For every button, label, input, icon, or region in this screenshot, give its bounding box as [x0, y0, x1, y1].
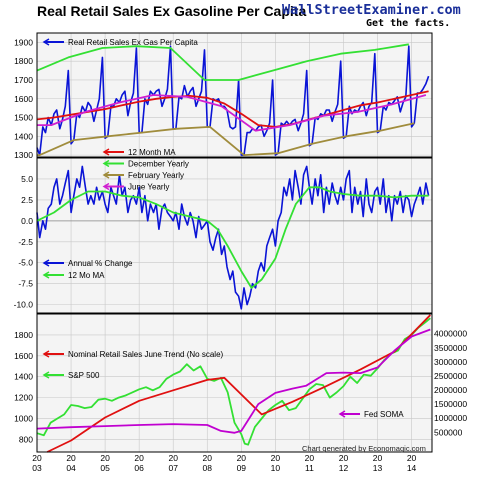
x-tick-label-bottom: 12: [339, 463, 349, 473]
legend-top-1-arrow: [102, 159, 110, 168]
y-tick-label: 1400: [14, 372, 33, 382]
y2-tick-label: 1000000: [434, 413, 467, 423]
y-tick-label: 1700: [14, 75, 33, 85]
x-tick-label-bottom: 06: [134, 463, 144, 473]
y-tick-label: 1600: [14, 351, 33, 361]
legend-annual-change: Annual % Change: [68, 259, 133, 268]
y2-tick-label: 4000000: [434, 329, 467, 339]
y-tick-label: 1000: [14, 414, 33, 424]
x-tick-label-bottom: 08: [203, 463, 213, 473]
legend-top-0-arrow: [102, 148, 110, 156]
y-tick-label: 1800: [14, 56, 33, 66]
legend-real-retail-arrow: [42, 38, 50, 46]
x-tick-label-top: 20: [373, 453, 383, 463]
x-tick-label-top: 20: [271, 453, 281, 463]
series-line-s-p-500: [36, 317, 431, 446]
y-tick-label: -7.5: [18, 279, 33, 289]
y-tick-label: 1500: [14, 113, 33, 123]
series-line-12-mo-ma: [36, 186, 429, 289]
x-tick-label-bottom: 13: [373, 463, 383, 473]
series-line-june-yearly: [37, 94, 427, 132]
y2-tick-label: 2000000: [434, 385, 467, 395]
legend-fed-soma-arrow: [338, 410, 346, 418]
x-tick-label-bottom: 10: [271, 463, 281, 473]
y-tick-label: -10.0: [14, 300, 34, 310]
legend-sp500: S&P 500: [68, 371, 100, 380]
legend-top-0: 12 Month MA: [128, 148, 176, 157]
legend-top-2-arrow: [102, 171, 110, 179]
y2-tick-label: 2500000: [434, 371, 467, 381]
y-tick-label: 1400: [14, 131, 33, 141]
series-line-nominal-retail-sales-june-trend-no-scale-: [46, 314, 431, 453]
y-tick-label: 0.0: [21, 216, 33, 226]
series-line-fed-soma: [36, 328, 431, 434]
plot-frame-bottom: [36, 313, 433, 453]
plot-frame-top: [36, 32, 433, 158]
site-tagline: Get the facts.: [366, 18, 450, 29]
y2-tick-label: 1500000: [434, 399, 467, 409]
x-tick-label-top: 20: [407, 453, 417, 463]
x-tick-label-top: 20: [100, 453, 110, 463]
y-tick-label: -5.0: [18, 258, 33, 268]
y-tick-label: 2.5: [21, 195, 33, 205]
x-tick-label-top: 20: [168, 453, 178, 463]
y-tick-label: 5.0: [21, 174, 33, 184]
x-tick-label-bottom: 09: [237, 463, 247, 473]
y2-tick-label: 500000: [434, 427, 463, 437]
legend-nominal-trend: Nominal Retail Sales June Trend (No scal…: [68, 350, 224, 359]
x-tick-label-top: 20: [237, 453, 247, 463]
x-tick-label-bottom: 04: [66, 463, 76, 473]
y-tick-label: 1900: [14, 37, 33, 47]
y-tick-label: 1600: [14, 94, 33, 104]
y-tick-label: 1200: [14, 393, 33, 403]
series-line-12-month-ma: [36, 90, 429, 128]
legend-annual-change-arrow: [42, 259, 50, 267]
x-tick-label-bottom: 03: [32, 463, 42, 473]
y-tick-label: -2.5: [18, 237, 33, 247]
y-tick-label: 800: [19, 434, 33, 444]
legend-top-3: June Yearly: [128, 183, 169, 192]
legend-top-1: December Yearly: [128, 160, 189, 169]
legend-12mo-ma: 12 Mo MA: [68, 271, 105, 280]
legend-real-retail: Real Retail Sales Ex Gas Per Capita: [68, 38, 198, 47]
y-tick-label: 1300: [14, 150, 33, 160]
legend-top-2: February Yearly: [128, 171, 184, 180]
legend-top-3-arrow: [102, 182, 110, 191]
x-tick-label-bottom: 14: [407, 463, 417, 473]
chart-credit: Chart generated by Economagic.com: [302, 444, 426, 453]
chart-title: Real Retail Sales Ex Gasoline Per Capita: [37, 3, 306, 19]
x-tick-label-bottom: 05: [100, 463, 110, 473]
legend-12mo-ma-arrow: [42, 271, 50, 279]
plot-frame-middle: [36, 157, 433, 314]
x-tick-label-top: 20: [203, 453, 213, 463]
y-tick-label: 1800: [14, 330, 33, 340]
x-tick-label-bottom: 11: [305, 463, 314, 473]
y2-tick-label: 3500000: [434, 343, 467, 353]
y2-tick-label: 3000000: [434, 357, 467, 367]
legend-sp500-arrow: [42, 371, 50, 379]
x-tick-label-top: 20: [134, 453, 144, 463]
x-tick-label-top: 20: [32, 453, 42, 463]
x-tick-label-bottom: 07: [168, 463, 178, 473]
plot-area-bottom: [37, 314, 432, 452]
series-line-real-retail-sales-ex-gas-per-capita: [36, 45, 430, 156]
x-tick-label-top: 20: [339, 453, 349, 463]
legend-fed-soma: Fed SOMA: [364, 410, 404, 419]
series-line-february-yearly: [37, 122, 415, 157]
legend-nominal-trend-arrow: [42, 350, 50, 358]
series-line-december-yearly: [36, 43, 409, 81]
x-tick-label-top: 20: [66, 453, 76, 463]
site-name: WallStreetExaminer.com: [282, 2, 461, 18]
x-tick-label-top: 20: [305, 453, 315, 463]
